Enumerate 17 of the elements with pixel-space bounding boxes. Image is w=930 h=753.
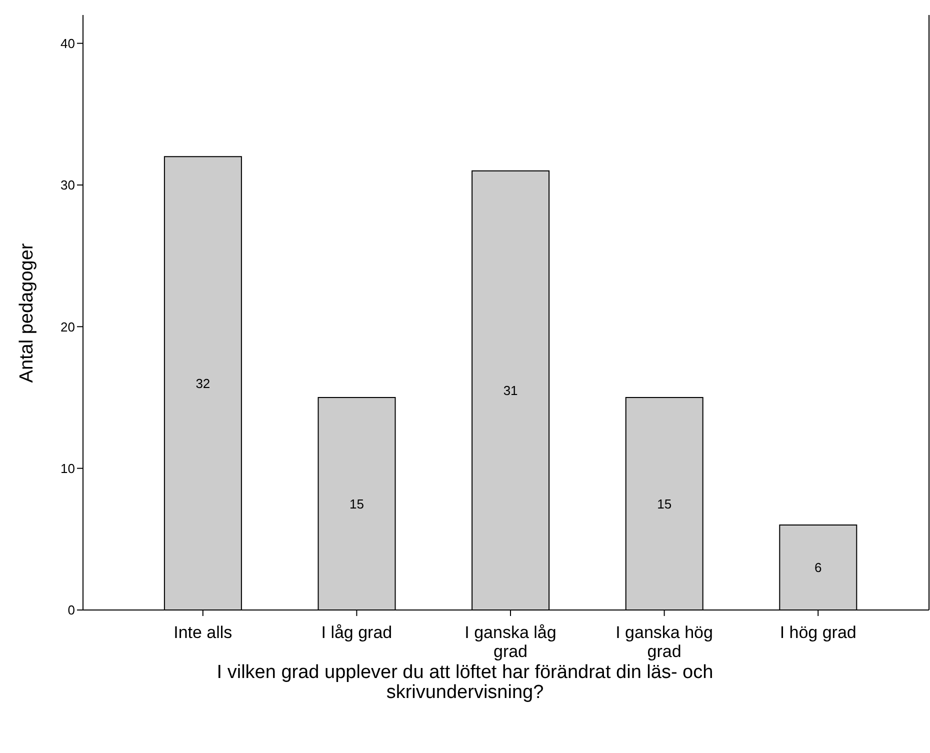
x-tick-label: I hög grad: [780, 623, 856, 642]
y-tick-label: 30: [60, 178, 75, 193]
y-tick-label: 0: [68, 602, 75, 618]
x-tick-label: I låg grad: [321, 623, 392, 642]
y-tick-label: 40: [60, 36, 75, 51]
x-tick-label: Inte alls: [174, 623, 232, 642]
data-label: 31: [503, 383, 518, 398]
y-tick-label: 10: [60, 460, 75, 476]
data-label: 15: [657, 496, 672, 512]
x-axis-title: I vilken grad upplever du att löftet har förändrat din läs- och skrivundervisning?: [216, 662, 714, 703]
x-tick-label: I ganska hög grad: [616, 623, 713, 661]
y-axis-title: Antal pedagoger: [17, 243, 39, 383]
x-tick-label: I ganska låg grad: [464, 623, 556, 661]
data-label: 6: [814, 560, 822, 576]
y-tick-label: 20: [60, 319, 75, 334]
data-label: 15: [350, 496, 364, 512]
data-label: 32: [196, 376, 210, 391]
